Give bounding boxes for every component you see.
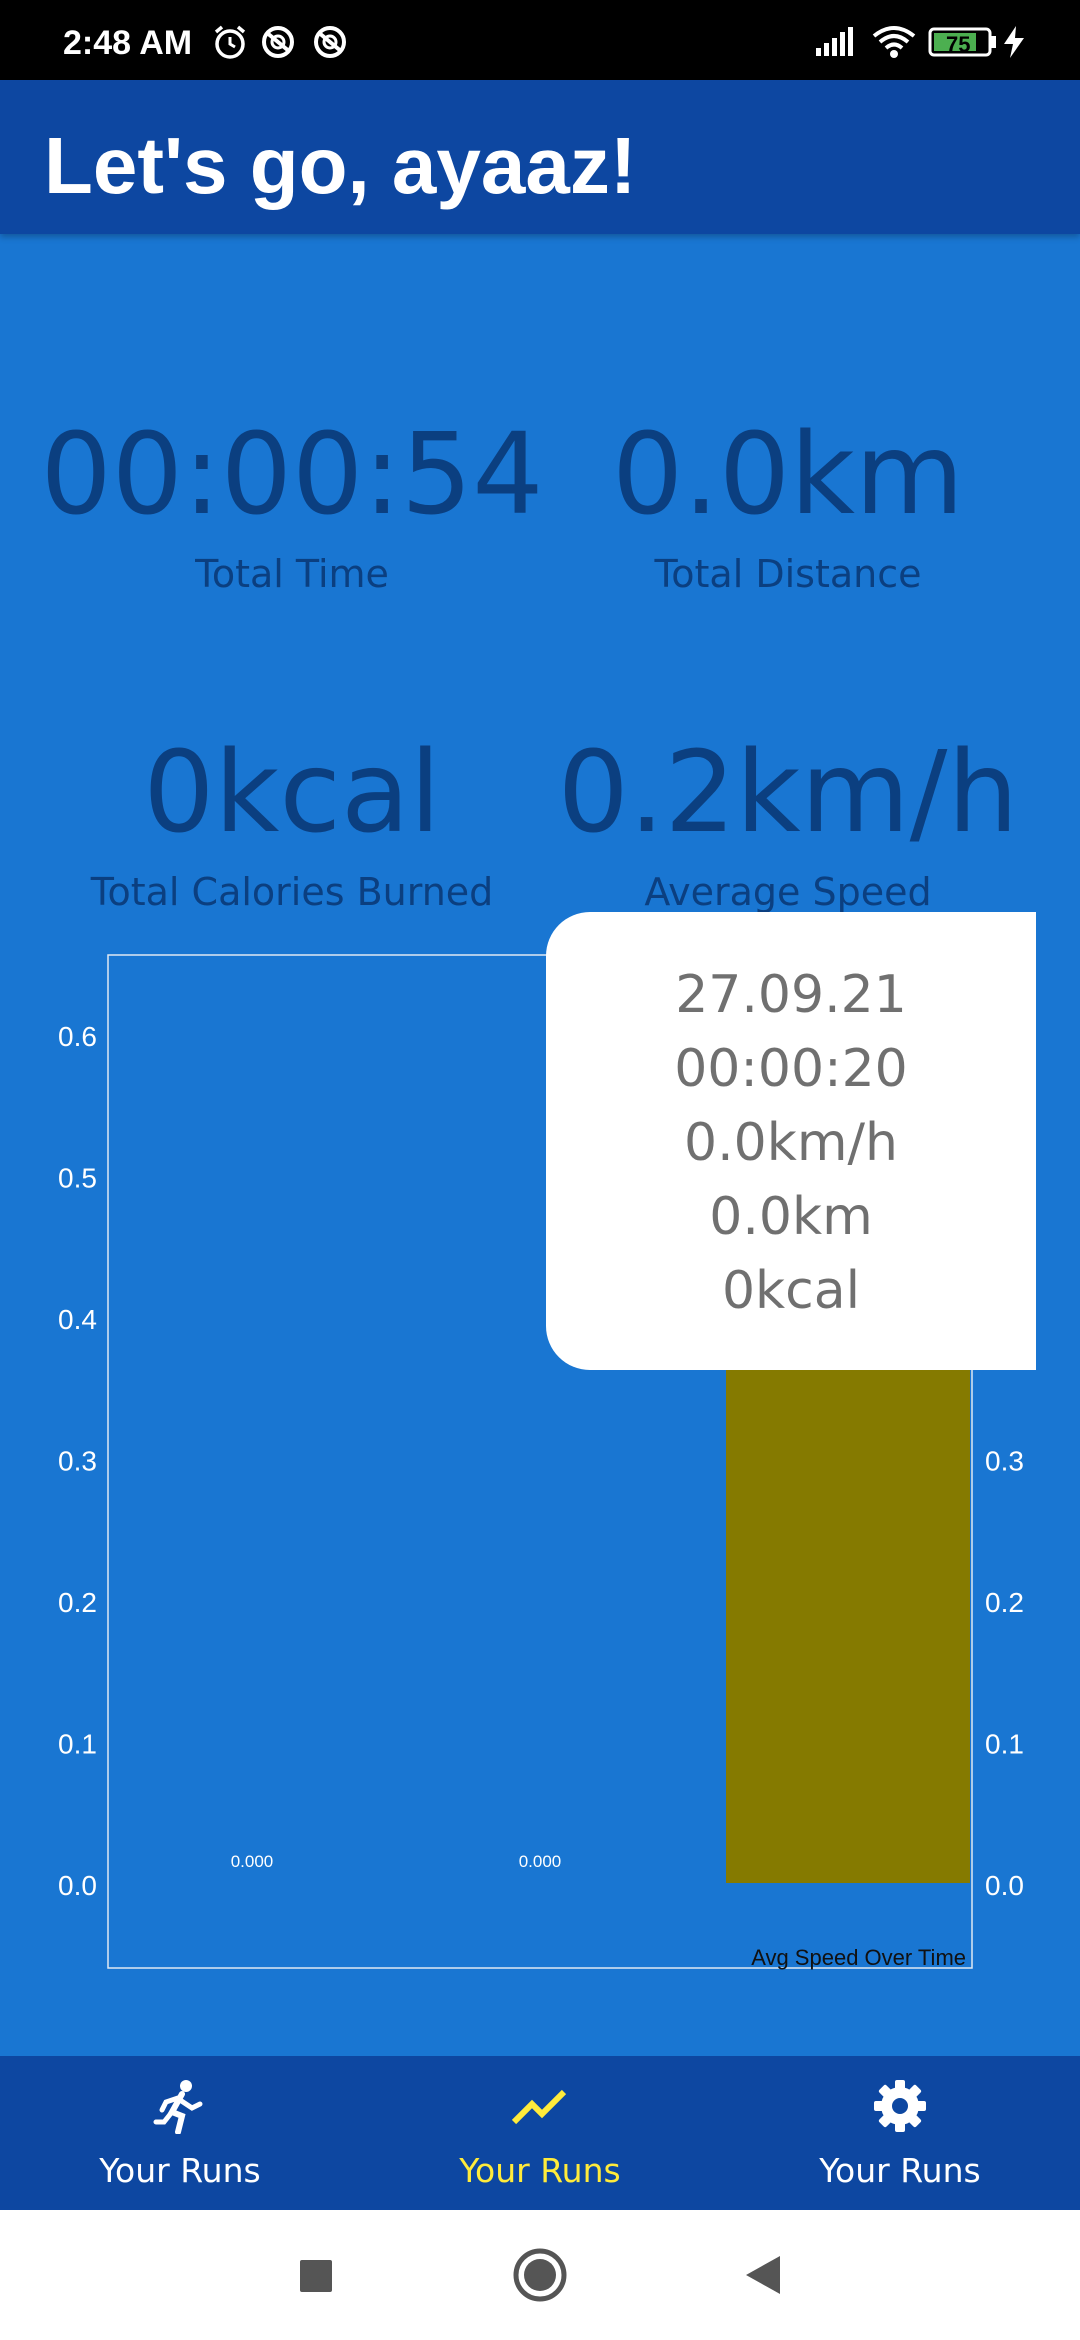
y-tick-left: 0.0 bbox=[58, 1870, 97, 1901]
bar-value-label: 0.000 bbox=[519, 1852, 562, 1871]
bottom-navigation: Your Runs Your Runs Your Runs bbox=[0, 2056, 1080, 2210]
y-tick-right: 0.2 bbox=[985, 1587, 1024, 1618]
status-time: 2:48 AM bbox=[63, 24, 193, 62]
system-navigation-bar bbox=[0, 2210, 1080, 2340]
total-distance-value: 0.0km bbox=[611, 410, 965, 540]
total-time-label: Total Time bbox=[195, 552, 389, 596]
y-tick-left: 0.6 bbox=[58, 1021, 97, 1052]
average-speed-label: Average Speed bbox=[644, 870, 932, 914]
runner-icon bbox=[153, 2080, 203, 2134]
signal-icon bbox=[816, 27, 853, 56]
tooltip-time: 00:00:20 bbox=[674, 1039, 908, 1099]
back-button[interactable] bbox=[700, 2210, 820, 2340]
nav-item-settings[interactable]: Your Runs bbox=[720, 2056, 1080, 2210]
app-bar: Let's go, ayaaz! bbox=[0, 80, 1080, 234]
tooltip-distance: 0.0km bbox=[709, 1187, 873, 1247]
y-tick-left: 0.3 bbox=[58, 1446, 97, 1477]
y-tick-left: 0.2 bbox=[58, 1587, 97, 1618]
total-calories-label: Total Calories Burned bbox=[90, 870, 494, 914]
tooltip-date: 27.09.21 bbox=[675, 965, 907, 1025]
page-title: Let's go, ayaaz! bbox=[44, 121, 637, 210]
battery-icon bbox=[928, 27, 996, 57]
total-distance-label: Total Distance bbox=[654, 552, 922, 596]
average-speed-value: 0.2km/h bbox=[557, 728, 1019, 858]
recents-button[interactable] bbox=[256, 2210, 376, 2340]
nav-label-runs: Your Runs bbox=[99, 2151, 261, 2190]
tooltip-speed: 0.0km/h bbox=[684, 1113, 898, 1173]
total-calories-value: 0kcal bbox=[143, 728, 441, 858]
wifi-icon bbox=[872, 26, 916, 58]
y-tick-left: 0.4 bbox=[58, 1304, 97, 1335]
y-tick-right: 0.3 bbox=[985, 1446, 1024, 1477]
settings-icon bbox=[874, 2080, 926, 2132]
sync-icon bbox=[314, 26, 346, 58]
sync-icon bbox=[262, 26, 294, 58]
alarm-icon bbox=[214, 25, 246, 59]
bar-value-label: 0.000 bbox=[231, 1852, 274, 1871]
nav-item-stats[interactable]: Your Runs bbox=[360, 2056, 720, 2210]
y-tick-right: 0.0 bbox=[985, 1870, 1024, 1901]
y-tick-right: 0.1 bbox=[985, 1729, 1024, 1760]
chart-description: Avg Speed Over Time bbox=[751, 1945, 966, 1970]
y-tick-left: 0.1 bbox=[58, 1729, 97, 1760]
y-tick-left: 0.5 bbox=[58, 1163, 97, 1194]
total-time-value: 00:00:54 bbox=[40, 410, 544, 540]
nav-item-runs[interactable]: Your Runs bbox=[0, 2056, 360, 2210]
chart-frame bbox=[107, 954, 973, 1969]
chart-tooltip: 27.09.21 00:00:20 0.0km/h 0.0km 0kcal bbox=[546, 912, 1036, 1370]
nav-label-settings: Your Runs bbox=[819, 2151, 981, 2190]
charging-icon bbox=[1004, 26, 1024, 58]
trending-icon bbox=[512, 2089, 567, 2125]
nav-label-stats: Your Runs bbox=[459, 2151, 621, 2190]
home-button[interactable] bbox=[480, 2210, 600, 2340]
battery-level: 75 bbox=[946, 32, 971, 57]
status-bar: 2:48 AM 75 bbox=[0, 0, 1080, 80]
tooltip-calories: 0kcal bbox=[721, 1261, 861, 1321]
